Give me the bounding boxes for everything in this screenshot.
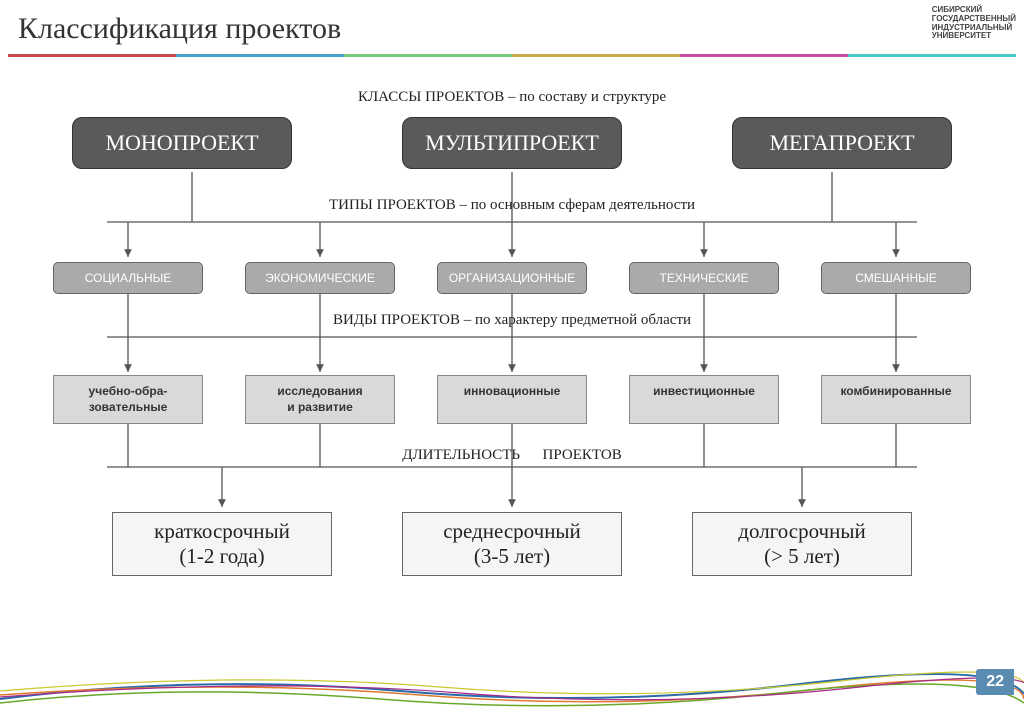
page-title: Классификация проектов [0, 0, 1024, 54]
type-box: СМЕШАННЫЕ [821, 262, 971, 294]
classification-diagram: КЛАССЫ ПРОЕКТОВ – по составу и структуре… [32, 57, 992, 617]
label-classes: КЛАССЫ ПРОЕКТОВ – по составу и структуре [32, 89, 992, 106]
row-types: СОЦИАЛЬНЫЕ ЭКОНОМИЧЕСКИЕ ОРГАНИЗАЦИОННЫЕ… [32, 262, 992, 294]
type-box: ТЕХНИЧЕСКИЕ [629, 262, 779, 294]
label-types: ТИПЫ ПРОЕКТОВ – по основным сферам деяте… [32, 197, 992, 214]
duration-word: ДЛИТЕЛЬНОСТЬ [402, 447, 520, 463]
type-box: ЭКОНОМИЧЕСКИЕ [245, 262, 395, 294]
row-duration: краткосрочный (1-2 года) среднесрочный (… [32, 512, 992, 576]
duration-title: краткосрочный [123, 519, 321, 544]
class-box: МУЛЬТИПРОЕКТ [402, 117, 622, 169]
page-number: 22 [976, 669, 1014, 695]
row-kinds: учебно-обра-зовательные исследованияи ра… [32, 375, 992, 424]
duration-box: долгосрочный (> 5 лет) [692, 512, 912, 576]
duration-sub: (> 5 лет) [703, 544, 901, 569]
type-box: СОЦИАЛЬНЫЕ [53, 262, 203, 294]
row-classes: МОНОПРОЕКТ МУЛЬТИПРОЕКТ МЕГАПРОЕКТ [32, 117, 992, 169]
label-duration: ДЛИТЕЛЬНОСТЬ ПРОЕКТОВ [32, 447, 992, 464]
label-kinds: ВИДЫ ПРОЕКТОВ – по характеру предметной … [32, 312, 992, 329]
duration-word: ПРОЕКТОВ [543, 447, 622, 463]
duration-title: среднесрочный [413, 519, 611, 544]
logo-line: УНИВЕРСИТЕТ [932, 32, 1016, 41]
kind-box: учебно-обра-зовательные [53, 375, 203, 424]
duration-sub: (3-5 лет) [413, 544, 611, 569]
kind-box: исследованияи развитие [245, 375, 395, 424]
kind-box: инновационные [437, 375, 587, 424]
type-box: ОРГАНИЗАЦИОННЫЕ [437, 262, 587, 294]
duration-title: долгосрочный [703, 519, 901, 544]
kind-box: инвестиционные [629, 375, 779, 424]
class-box: МОНОПРОЕКТ [72, 117, 292, 169]
university-logo: СИБИРСКИЙ ГОСУДАРСТВЕННЫЙ ИНДУСТРИАЛЬНЫЙ… [932, 6, 1016, 41]
duration-box: краткосрочный (1-2 года) [112, 512, 332, 576]
decorative-wave [0, 669, 1024, 709]
class-box: МЕГАПРОЕКТ [732, 117, 952, 169]
duration-sub: (1-2 года) [123, 544, 321, 569]
duration-box: среднесрочный (3-5 лет) [402, 512, 622, 576]
kind-box: комбинированные [821, 375, 971, 424]
